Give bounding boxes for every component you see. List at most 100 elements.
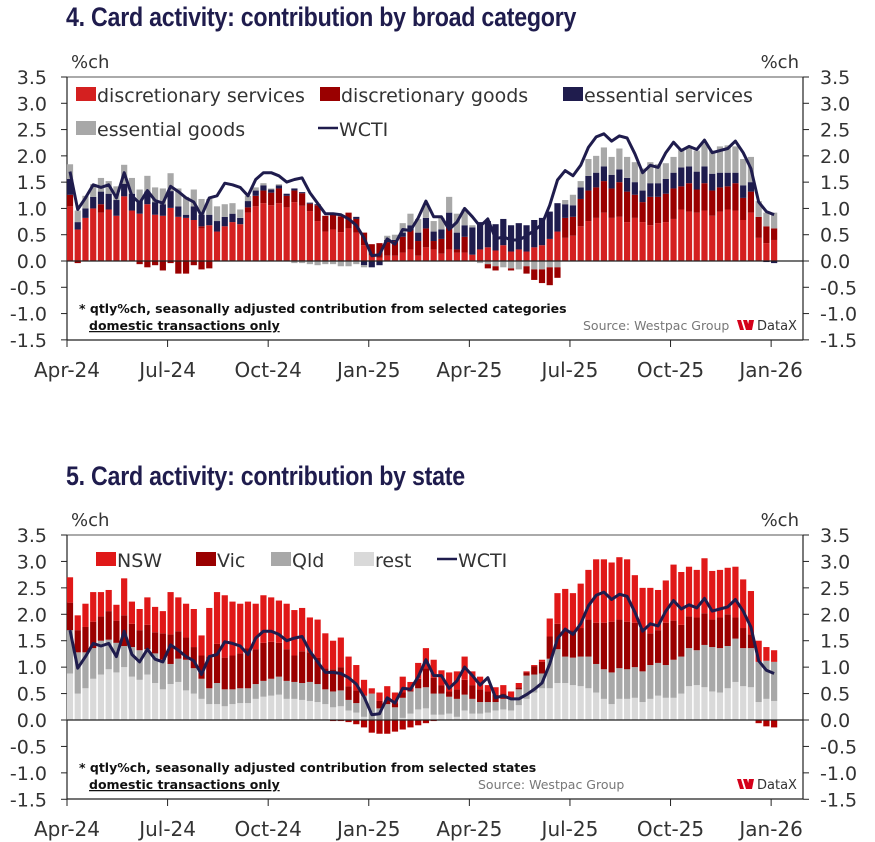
footnote-domestic: domestic transactions only xyxy=(89,318,280,333)
bar-segment-discretionary-goods xyxy=(391,241,399,256)
bar-segment-essential-goods xyxy=(585,159,592,176)
bar-segment-qld xyxy=(430,693,437,715)
bar-segment-nsw xyxy=(670,564,677,621)
bar-segment-discretionary-goods xyxy=(97,204,105,213)
bar-segment-nsw xyxy=(515,683,522,688)
bar-segment-essential-services xyxy=(167,191,174,208)
bar-segment-essential-services xyxy=(128,193,136,211)
bar-segment-essential-services xyxy=(446,212,453,228)
bar-segment-rest xyxy=(237,703,244,720)
bar-segment-nsw xyxy=(585,569,592,620)
bar-segment-rest xyxy=(701,687,708,720)
bar-segment-discretionary-services xyxy=(476,249,484,261)
legend-item-vic: Vic xyxy=(196,550,245,572)
bar-segment-nsw xyxy=(113,604,120,621)
bar-segment-discretionary-services xyxy=(182,217,190,261)
bar-segment-nsw xyxy=(167,592,174,635)
bar-segment-discretionary-services xyxy=(639,222,646,261)
x-tick-label: Apr-25 xyxy=(436,817,502,841)
bar-segment-nsw xyxy=(732,566,739,618)
bar-segment-qld xyxy=(252,684,259,699)
bar-segment-nsw xyxy=(639,587,646,629)
bar-segment-qld xyxy=(716,648,724,693)
bar-segment-discretionary-goods xyxy=(755,216,762,238)
bar-segment-qld xyxy=(569,657,577,686)
x-tick-label: Jan-25 xyxy=(335,817,401,841)
bar-segment-rest xyxy=(82,688,89,720)
bar-segment-qld xyxy=(724,646,731,689)
bar-segment-qld xyxy=(670,659,677,698)
bar-segment-qld xyxy=(268,678,275,696)
bar-segment-vic xyxy=(384,699,391,705)
bar-segment-qld xyxy=(384,704,391,720)
bar-segment-essential-services xyxy=(283,193,290,196)
bar-segment-vic xyxy=(90,621,97,649)
y-tick-label-left: 1.0 xyxy=(17,657,47,679)
bar-segment-qld xyxy=(353,703,360,713)
bar-segment-essential-goods xyxy=(500,261,507,268)
bar-segment-discretionary-goods xyxy=(252,195,259,207)
bar-segment-essential-services xyxy=(507,225,515,252)
bar-segment-nsw xyxy=(593,559,600,623)
y-tick-label-right: 0.0 xyxy=(820,251,850,273)
bar-segment-discretionary-goods xyxy=(446,227,453,250)
bar-segment-discretionary-services xyxy=(244,212,252,261)
bar-segment-qld xyxy=(237,688,244,704)
bar-segment-essential-goods xyxy=(90,184,97,197)
legend-label: NSW xyxy=(117,550,162,572)
bar-segment-essential-services xyxy=(391,239,399,242)
bar-segment-vic xyxy=(461,679,468,695)
legend-item-nsw: NSW xyxy=(96,550,162,572)
bar-segment-vic xyxy=(701,613,708,645)
bar-segment-essential-services xyxy=(693,171,700,190)
bar-segment-discretionary-services xyxy=(206,225,213,261)
bar-segment-discretionary-goods xyxy=(716,187,724,212)
bar-segment-essential-services xyxy=(144,191,151,205)
bar-segment-essential-goods xyxy=(82,195,89,209)
y-tick-label-right: 1.5 xyxy=(820,631,850,653)
bar-segment-nsw xyxy=(678,572,685,625)
bar-segment-qld xyxy=(82,652,89,689)
bar-segment-discretionary-services xyxy=(678,209,685,261)
bar-segment-vic xyxy=(329,669,337,692)
bar-segment-rest xyxy=(90,678,97,720)
bar-segment-vic xyxy=(546,636,553,659)
bar-segment-nsw xyxy=(430,659,437,678)
bar-segment-nsw xyxy=(206,607,213,657)
bar-segment-nsw xyxy=(709,570,716,620)
bar-segment-nsw xyxy=(507,691,515,698)
bar-segment-nsw xyxy=(66,577,74,603)
y-tick-label-left: 0.5 xyxy=(17,225,47,247)
source-text: Source: Westpac Group xyxy=(583,318,729,333)
bar-segment-negative xyxy=(755,720,762,724)
bar-segment-discretionary-goods xyxy=(415,241,422,256)
bar-segment-qld xyxy=(639,671,646,703)
bar-segment-vic xyxy=(639,628,646,672)
y-tick-label-right: 3.5 xyxy=(820,67,850,89)
bar-segment-discretionary-goods xyxy=(608,188,615,218)
bar-segment-essential-goods xyxy=(136,189,143,202)
bar-segment-essential-services xyxy=(360,261,368,266)
bar-segment-qld xyxy=(213,683,221,705)
x-tick-label: Jul-24 xyxy=(137,817,196,841)
legend-label: discretionary goods xyxy=(341,85,528,107)
bar-segment-essential-services xyxy=(631,182,638,195)
bar-segment-discretionary-services xyxy=(353,232,360,261)
y-tick-label-left: 2.0 xyxy=(17,146,47,168)
bar-segment-qld xyxy=(500,698,507,710)
bar-segment-essential-goods xyxy=(353,261,360,265)
bar-segment-vic xyxy=(159,633,166,660)
bar-segment-qld xyxy=(105,639,112,670)
bar-segment-essential-goods xyxy=(709,150,716,174)
bar-segment-nsw xyxy=(306,617,313,653)
bar-segment-discretionary-goods xyxy=(763,226,770,244)
legend-label: WCTI xyxy=(458,550,507,572)
bar-segment-essential-services xyxy=(376,261,383,266)
legend-label: essential services xyxy=(584,85,753,107)
y-tick-label-left: 2.5 xyxy=(17,578,47,600)
bar-segment-rest xyxy=(244,703,252,720)
bar-segment-vic xyxy=(113,620,120,643)
bar-segment-essential-goods xyxy=(624,156,631,178)
x-tick-label: Apr-24 xyxy=(34,817,100,841)
bar-segment-qld xyxy=(337,690,344,707)
